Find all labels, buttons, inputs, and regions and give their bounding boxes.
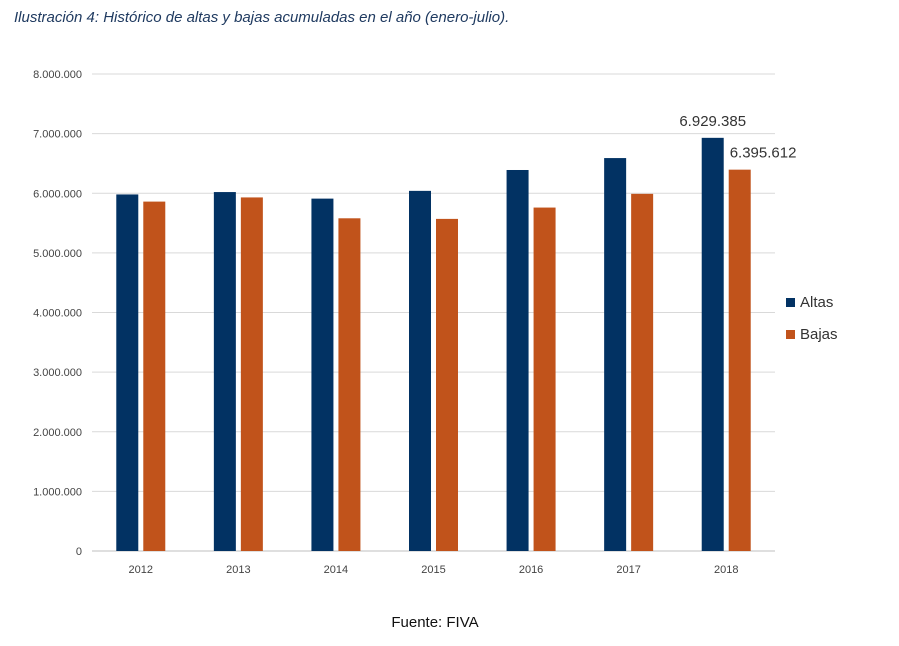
bar-bajas-2015 bbox=[436, 218, 458, 552]
bar-altas-2012 bbox=[116, 194, 139, 551]
y-tick-label: 4.000.000 bbox=[33, 308, 82, 320]
x-tick-label: 2013 bbox=[226, 564, 250, 576]
bar-bajas-2012 bbox=[143, 201, 166, 551]
x-tick-label: 2017 bbox=[616, 564, 640, 576]
x-tick-label: 2016 bbox=[519, 564, 543, 576]
figure-caption: Ilustración 4: Histórico de altas y baja… bbox=[14, 9, 510, 26]
x-tick-label: 2012 bbox=[129, 564, 153, 576]
source-note: Fuente: FIVA bbox=[391, 614, 479, 631]
legend-label-bajas: Bajas bbox=[800, 326, 838, 343]
y-tick-label: 8.000.000 bbox=[33, 69, 82, 81]
y-tick-label: 0 bbox=[76, 546, 82, 558]
data-label: 6.929.385 bbox=[679, 113, 746, 130]
legend-swatch-bajas bbox=[786, 330, 795, 339]
bar-bajas-2014 bbox=[338, 218, 361, 552]
x-tick-label: 2015 bbox=[421, 564, 445, 576]
bar-altas-2015 bbox=[409, 190, 431, 552]
legend-swatch-altas bbox=[786, 298, 795, 307]
bar-bajas-2017 bbox=[631, 193, 654, 551]
data-label: 6.395.612 bbox=[730, 145, 797, 162]
y-tick-label: 1.000.000 bbox=[33, 486, 82, 498]
bar-bajas-2013 bbox=[240, 197, 263, 551]
bar-altas-2013 bbox=[213, 192, 236, 551]
x-tick-label: 2018 bbox=[714, 564, 738, 576]
x-tick-label: 2014 bbox=[324, 564, 348, 576]
bar-altas-2016 bbox=[506, 169, 529, 551]
bar-bajas-2016 bbox=[533, 207, 556, 551]
y-tick-label: 6.000.000 bbox=[33, 188, 82, 200]
bar-altas-2018 bbox=[701, 137, 724, 551]
legend-label-altas: Altas bbox=[800, 294, 833, 311]
bar-bajas-2018 bbox=[728, 169, 751, 552]
y-tick-label: 3.000.000 bbox=[33, 367, 82, 379]
y-tick-label: 2.000.000 bbox=[33, 427, 82, 439]
bar-altas-2014 bbox=[311, 198, 334, 551]
y-tick-label: 7.000.000 bbox=[33, 129, 82, 141]
y-tick-label: 5.000.000 bbox=[33, 248, 82, 260]
bar-altas-2017 bbox=[604, 158, 627, 552]
